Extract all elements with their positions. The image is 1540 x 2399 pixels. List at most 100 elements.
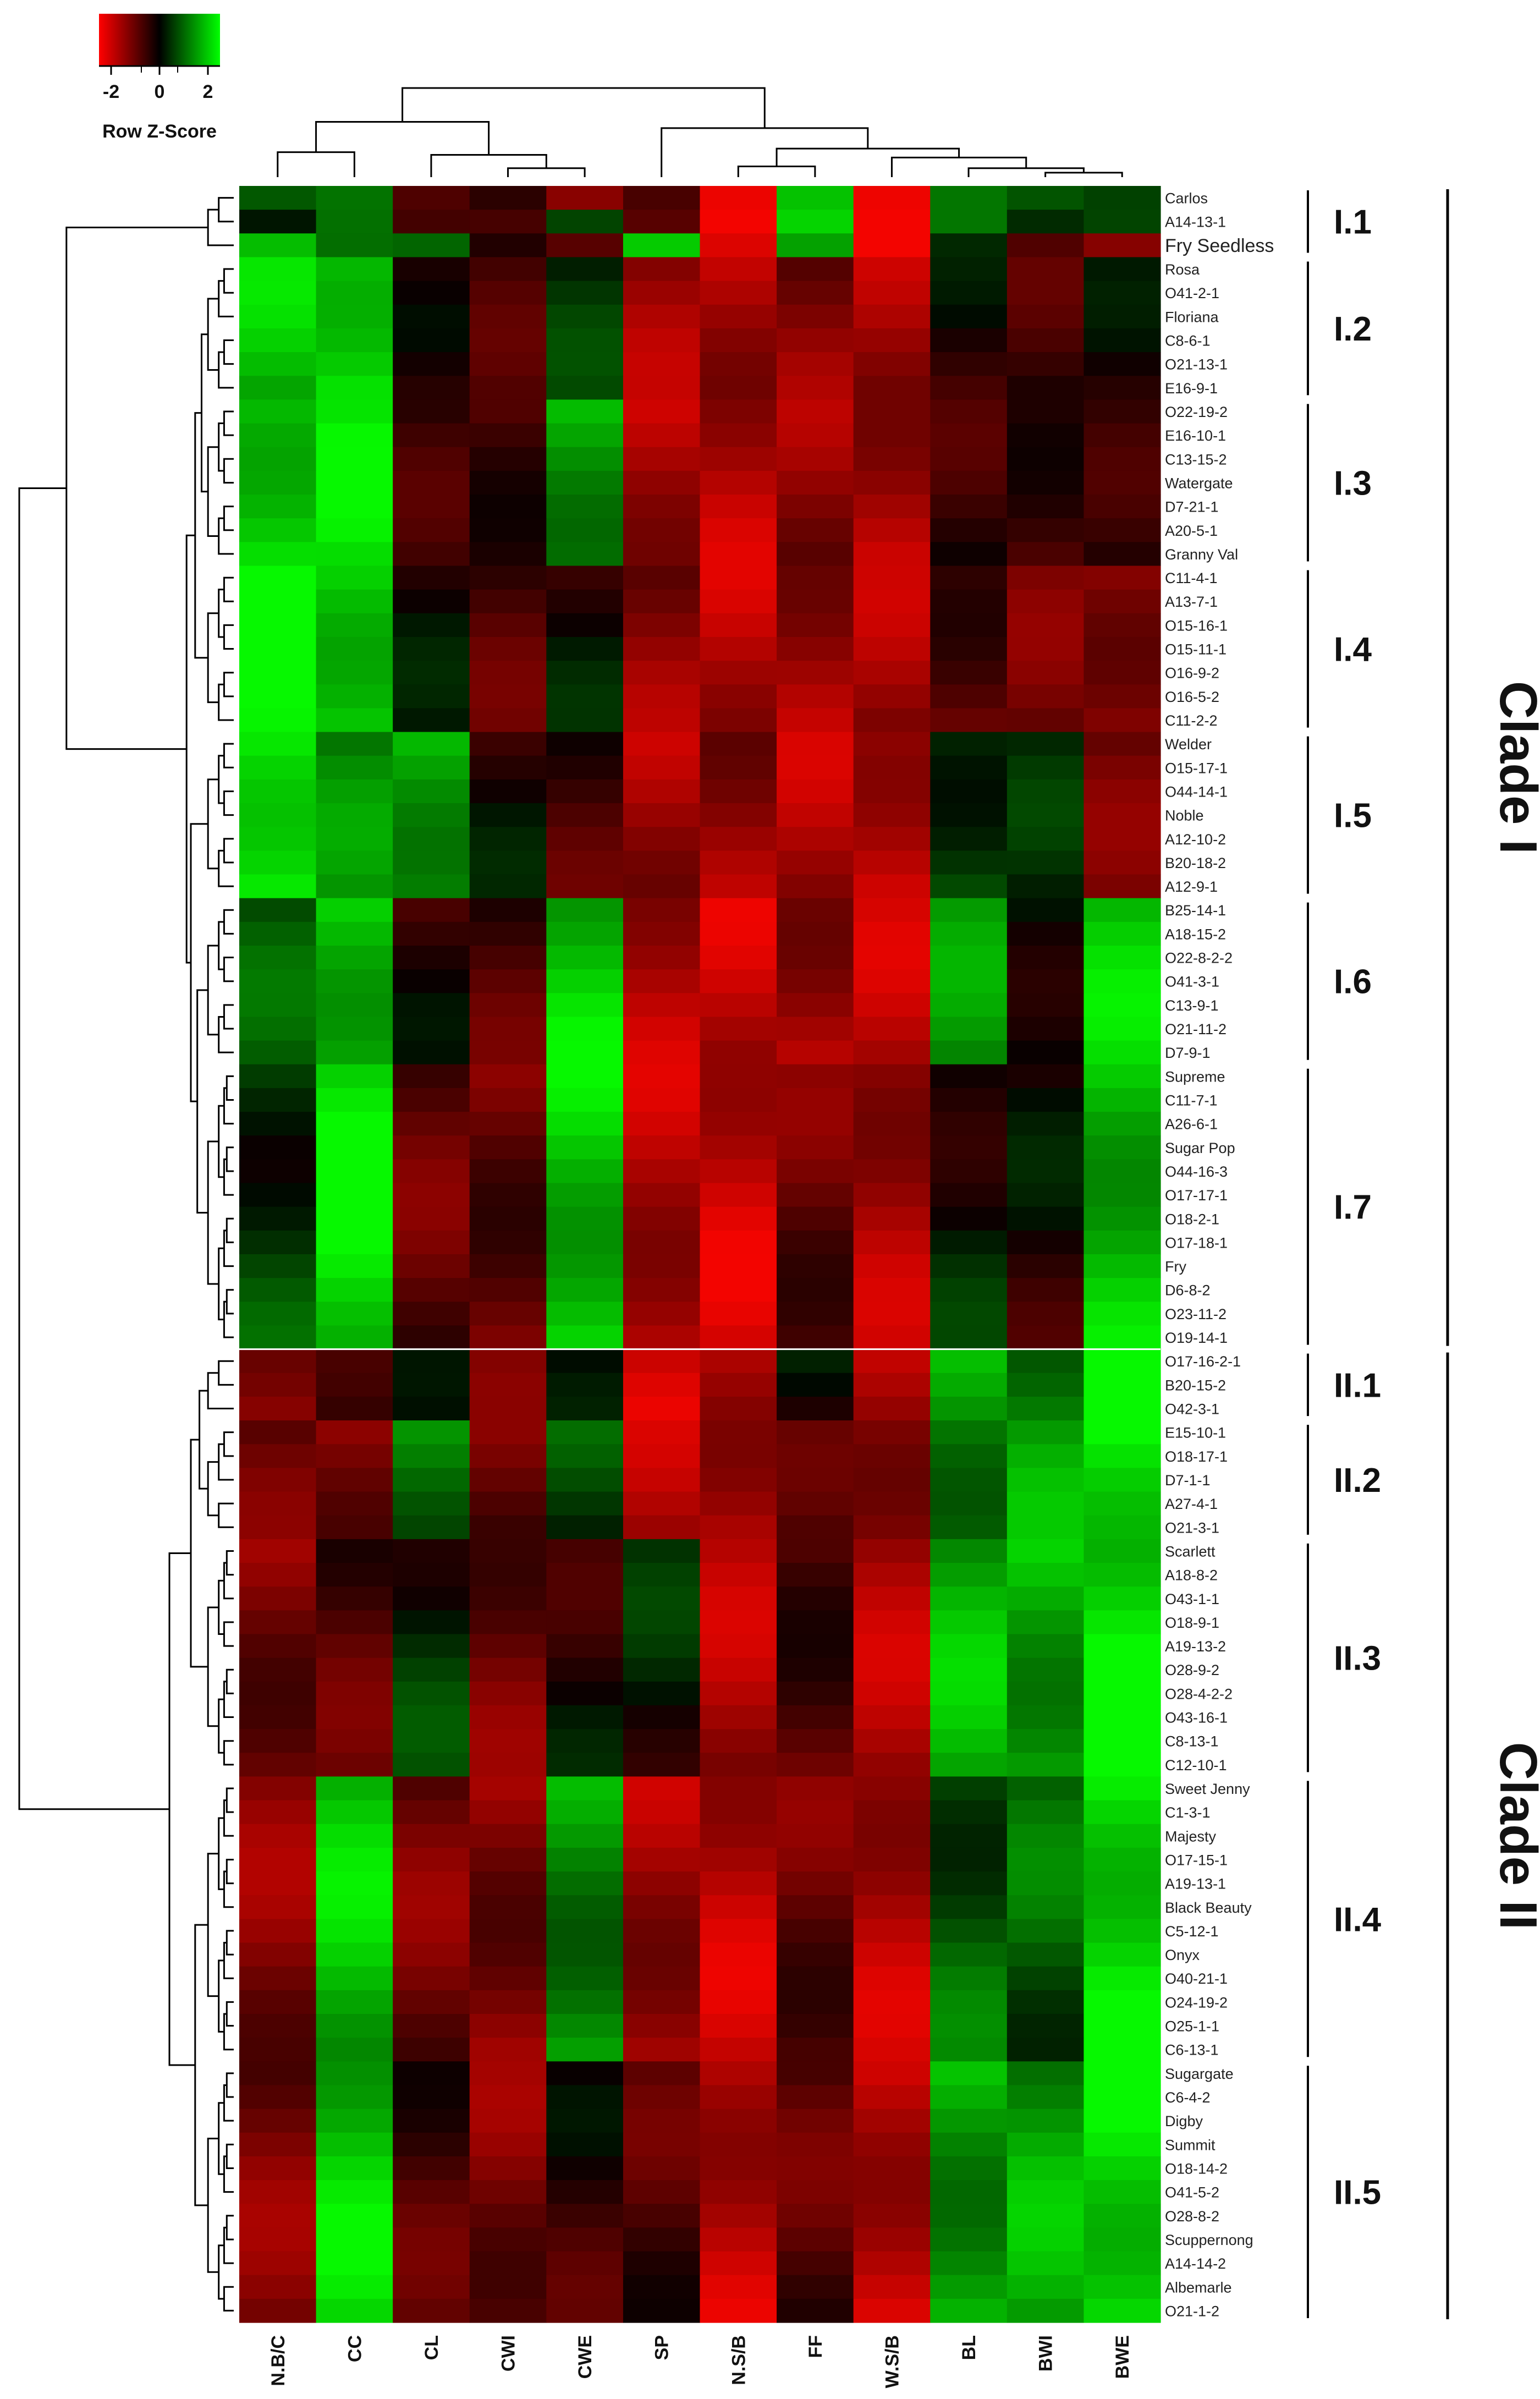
heatmap-cell xyxy=(930,518,1008,542)
heatmap-cell xyxy=(623,470,701,495)
heatmap-cell xyxy=(1084,755,1161,780)
row-label: Noble xyxy=(1165,808,1204,824)
heatmap-cell xyxy=(853,1634,931,1659)
heatmap-cell xyxy=(853,470,931,495)
heatmap-cell xyxy=(700,1373,777,1397)
heatmap-cell xyxy=(239,1135,317,1160)
heatmap-cell xyxy=(777,1586,854,1611)
dendrogram-branch xyxy=(207,208,234,246)
dendrogram-branch xyxy=(226,1217,234,1243)
heatmap-cell xyxy=(546,1586,624,1611)
dendrogram-branch xyxy=(226,1668,234,1694)
heatmap-cell xyxy=(623,376,701,400)
dendrogram-branch xyxy=(315,121,490,155)
heatmap-cell xyxy=(1084,661,1161,685)
heatmap-cell xyxy=(777,898,854,923)
heatmap-cell xyxy=(393,1610,470,1635)
heatmap-cell xyxy=(700,1942,777,1967)
heatmap-cell xyxy=(239,328,317,353)
heatmap-cell xyxy=(930,1942,1008,1967)
heatmap-cell xyxy=(930,993,1008,1018)
heatmap-cell xyxy=(469,1610,547,1635)
heatmap-cell xyxy=(546,1254,624,1278)
heatmap-cell xyxy=(239,1396,317,1421)
heatmap-cell xyxy=(393,2156,470,2181)
heatmap-cell xyxy=(930,2227,1008,2252)
heatmap-cell xyxy=(853,803,931,827)
dendrogram-branch xyxy=(661,127,869,177)
heatmap-cell xyxy=(777,2109,854,2133)
row-label: E15-10-1 xyxy=(1165,1425,1226,1441)
heatmap-cell xyxy=(700,542,777,567)
heatmap-cell xyxy=(930,186,1008,210)
heatmap-cell xyxy=(393,732,470,756)
row-label: A12-9-1 xyxy=(1165,879,1218,895)
heatmap-cell xyxy=(1007,447,1085,471)
heatmap-cell xyxy=(469,566,547,590)
heatmap-cell xyxy=(1084,2227,1161,2252)
heatmap-cell xyxy=(239,1824,317,1848)
heatmap-cell xyxy=(700,1206,777,1231)
heatmap-cell xyxy=(623,684,701,709)
heatmap-cell xyxy=(930,1681,1008,1706)
heatmap-cell xyxy=(546,732,624,756)
heatmap-cell xyxy=(546,2038,624,2062)
heatmap-cell xyxy=(239,1088,317,1112)
heatmap-cell xyxy=(700,1159,777,1184)
heatmap-cell xyxy=(623,2085,701,2110)
heatmap-cell xyxy=(469,447,547,471)
heatmap-cell xyxy=(393,850,470,875)
heatmap-cell xyxy=(700,1420,777,1445)
heatmap-cell xyxy=(1007,495,1085,519)
heatmap-cell xyxy=(316,1753,393,1777)
heatmap-cell xyxy=(700,1657,777,1682)
row-label: Scuppernong xyxy=(1165,2232,1253,2248)
heatmap-cell xyxy=(623,1206,701,1231)
heatmap-cell xyxy=(1084,898,1161,923)
heatmap-cell xyxy=(239,1705,317,1730)
heatmap-cell xyxy=(546,518,624,542)
heatmap-cell xyxy=(777,589,854,614)
heatmap-cell xyxy=(469,1824,547,1848)
heatmap-cell xyxy=(316,1847,393,1872)
heatmap-cell xyxy=(853,1349,931,1374)
heatmap-cell xyxy=(1007,1586,1085,1611)
heatmap-cell xyxy=(316,1776,393,1801)
heatmap-cell xyxy=(469,210,547,234)
heatmap-cell xyxy=(930,779,1008,804)
heatmap-cell xyxy=(623,399,701,424)
heatmap-cell xyxy=(546,1040,624,1065)
heatmap-cell xyxy=(1007,1206,1085,1231)
heatmap-cell xyxy=(239,827,317,851)
heatmap-cell xyxy=(546,1396,624,1421)
heatmap-cell xyxy=(239,186,317,210)
heatmap-cell xyxy=(1084,566,1161,590)
heatmap-cell xyxy=(930,1871,1008,1896)
heatmap-cell xyxy=(777,708,854,733)
heatmap-cell xyxy=(393,1112,470,1136)
heatmap-cell xyxy=(853,636,931,661)
heatmap-cell xyxy=(1084,1800,1161,1825)
row-label: A14-14-2 xyxy=(1165,2255,1226,2272)
heatmap-cell xyxy=(1084,495,1161,519)
row-label: Welder xyxy=(1165,736,1212,753)
heatmap-cell xyxy=(469,1302,547,1326)
row-label: O17-15-1 xyxy=(1165,1852,1228,1869)
heatmap-cell xyxy=(393,921,470,946)
heatmap-cell xyxy=(930,1800,1008,1825)
dendrogram-branch xyxy=(223,1004,234,1030)
heatmap-cell xyxy=(393,2132,470,2157)
heatmap-cell xyxy=(469,708,547,733)
heatmap-cell xyxy=(546,2298,624,2323)
row-label: Watergate xyxy=(1165,475,1233,491)
heatmap-cell xyxy=(853,1657,931,1682)
heatmap-cell xyxy=(239,1302,317,1326)
heatmap-cell xyxy=(546,1990,624,2014)
heatmap-cell xyxy=(1007,352,1085,376)
heatmap-cell xyxy=(623,1017,701,1041)
heatmap-cell xyxy=(1084,233,1161,258)
heatmap-cell xyxy=(546,969,624,993)
dendrogram-branch xyxy=(223,1681,234,1719)
heatmap-cell xyxy=(469,1206,547,1231)
heatmap-cell xyxy=(239,2180,317,2204)
